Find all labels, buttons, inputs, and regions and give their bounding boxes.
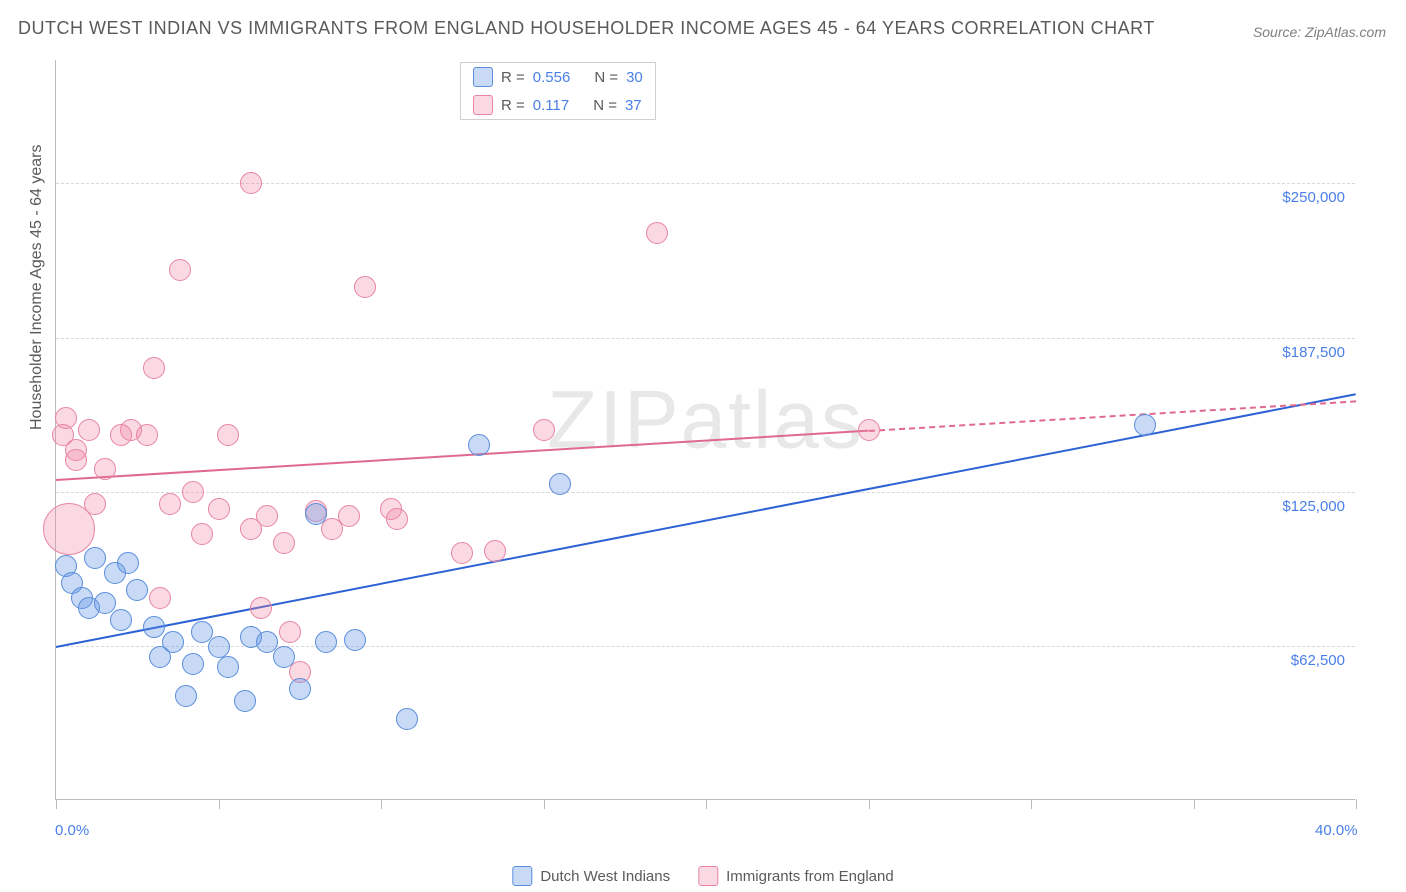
scatter-point-blue (234, 690, 256, 712)
legend-swatch (473, 67, 493, 87)
scatter-point-pink (143, 357, 165, 379)
scatter-point-pink (169, 259, 191, 281)
plot-area: ZIPatlas $62,500 $125,000 $187,500 $250,000 (55, 60, 1355, 800)
x-tick (869, 799, 870, 809)
scatter-point-pink (149, 587, 171, 609)
y-tick-label: $250,000 (1282, 189, 1345, 206)
y-tick-label: $62,500 (1291, 652, 1345, 669)
x-tick (1356, 799, 1357, 809)
correlation-chart: DUTCH WEST INDIAN VS IMMIGRANTS FROM ENG… (0, 0, 1406, 892)
scatter-point-blue (143, 616, 165, 638)
scatter-point-pink (55, 407, 77, 429)
scatter-point-blue (468, 434, 490, 456)
legend-r-label: R = (501, 97, 525, 114)
legend-r-value: 0.117 (533, 97, 569, 114)
scatter-point-pink (273, 532, 295, 554)
trendline-pink (56, 430, 869, 481)
scatter-point-pink (279, 621, 301, 643)
scatter-point-pink (240, 172, 262, 194)
y-tick-label: $187,500 (1282, 344, 1345, 361)
scatter-point-blue (217, 656, 239, 678)
legend-r-value: 0.556 (533, 69, 571, 86)
legend-n-label: N = (594, 69, 618, 86)
scatter-point-blue (175, 685, 197, 707)
scatter-point-pink (533, 419, 555, 441)
gridline (56, 492, 1355, 493)
scatter-point-pink (217, 424, 239, 446)
legend-series: Dutch West Indians Immigrants from Englan… (512, 866, 893, 886)
legend-series-item: Dutch West Indians (512, 866, 670, 886)
scatter-point-blue (305, 503, 327, 525)
legend-series-label: Immigrants from England (726, 868, 894, 885)
x-tick-label: 0.0% (55, 822, 89, 839)
scatter-point-pink (484, 540, 506, 562)
trendline-pink-extrapolated (868, 400, 1356, 432)
y-axis-title: Householder Income Ages 45 - 64 years (28, 145, 46, 431)
scatter-point-blue (344, 629, 366, 651)
scatter-point-pink (136, 424, 158, 446)
scatter-point-pink (159, 493, 181, 515)
x-tick (381, 799, 382, 809)
scatter-point-blue (94, 592, 116, 614)
legend-row: R = 0.556 N = 30 (461, 63, 655, 91)
watermark: ZIPatlas (547, 373, 864, 467)
scatter-point-pink (451, 542, 473, 564)
source-attribution: Source: ZipAtlas.com (1253, 24, 1386, 40)
scatter-point-pink (191, 523, 213, 545)
scatter-point-blue (315, 631, 337, 653)
gridline (56, 338, 1355, 339)
x-tick (219, 799, 220, 809)
scatter-point-pink (858, 419, 880, 441)
x-tick (544, 799, 545, 809)
scatter-point-blue (126, 579, 148, 601)
scatter-point-pink (256, 505, 278, 527)
x-tick (1194, 799, 1195, 809)
scatter-point-blue (84, 547, 106, 569)
legend-n-value: 30 (626, 69, 643, 86)
scatter-point-blue (208, 636, 230, 658)
y-tick-label: $125,000 (1282, 498, 1345, 515)
scatter-point-pink (94, 458, 116, 480)
scatter-point-blue (289, 678, 311, 700)
scatter-point-pink (84, 493, 106, 515)
scatter-point-blue (117, 552, 139, 574)
x-tick-label: 40.0% (1315, 822, 1358, 839)
scatter-point-blue (396, 708, 418, 730)
scatter-point-pink (182, 481, 204, 503)
scatter-point-pink (208, 498, 230, 520)
x-tick (706, 799, 707, 809)
scatter-point-pink (354, 276, 376, 298)
scatter-point-blue (182, 653, 204, 675)
legend-swatch (698, 866, 718, 886)
scatter-point-pink (386, 508, 408, 530)
scatter-point-pink (65, 449, 87, 471)
legend-n-value: 37 (625, 97, 642, 114)
scatter-point-blue (549, 473, 571, 495)
x-tick (56, 799, 57, 809)
scatter-point-pink (646, 222, 668, 244)
scatter-point-pink (78, 419, 100, 441)
legend-swatch (473, 95, 493, 115)
legend-series-item: Immigrants from England (698, 866, 894, 886)
legend-series-label: Dutch West Indians (540, 868, 670, 885)
scatter-point-blue (1134, 414, 1156, 436)
legend-correlation-box: R = 0.556 N = 30 R = 0.117 N = 37 (460, 62, 656, 120)
scatter-point-pink (250, 597, 272, 619)
x-tick (1031, 799, 1032, 809)
legend-row: R = 0.117 N = 37 (461, 91, 655, 119)
legend-r-label: R = (501, 69, 525, 86)
scatter-point-pink (338, 505, 360, 527)
legend-swatch (512, 866, 532, 886)
legend-n-label: N = (593, 97, 617, 114)
scatter-point-blue (162, 631, 184, 653)
scatter-point-blue (110, 609, 132, 631)
chart-title: DUTCH WEST INDIAN VS IMMIGRANTS FROM ENG… (18, 18, 1155, 39)
scatter-point-blue (273, 646, 295, 668)
